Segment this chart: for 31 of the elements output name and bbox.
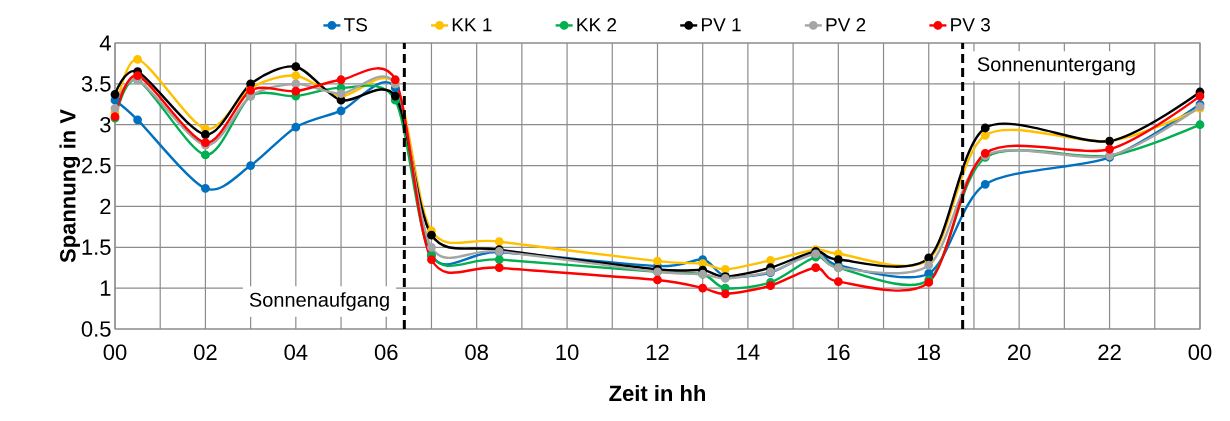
- x-tick-label: 08: [465, 344, 488, 361]
- x-tick-label: 18: [918, 344, 941, 361]
- x-tick-label: 06: [374, 344, 398, 361]
- ref-line-label: Sonnenaufgang: [249, 292, 389, 311]
- ref-line-label: Sonnenuntergang: [977, 57, 1135, 76]
- y-tick-label: 3: [100, 116, 111, 133]
- x-tick-label: 22: [1098, 344, 1121, 360]
- legend-label: KK 1: [452, 18, 492, 32]
- x-tick-label: 00: [1188, 344, 1212, 361]
- legend-label: PV 2: [826, 18, 866, 32]
- y-tick-label: 4: [99, 35, 111, 51]
- x-axis-title: Zeit in hh: [609, 384, 706, 402]
- y-tick-label: 2.5: [82, 157, 111, 174]
- x-tick-label: 02: [194, 344, 217, 361]
- legend-label: TS: [344, 18, 367, 32]
- y-tick-label: 3.5: [81, 76, 111, 92]
- x-tick-label: 10: [556, 344, 579, 361]
- x-tick-label: 16: [827, 344, 850, 361]
- legend-label: KK 2: [577, 18, 617, 32]
- legend-label: PV 1: [702, 18, 741, 32]
- x-tick-label: 20: [1008, 344, 1031, 361]
- x-tick-label: 00: [103, 344, 127, 361]
- y-tick-label: 1.5: [82, 239, 111, 255]
- y-tick-label: 2: [100, 198, 111, 215]
- y-tick-label: 0.5: [81, 321, 111, 337]
- y-tick-label: 1: [100, 280, 111, 296]
- x-tick-label: 04: [284, 344, 308, 361]
- x-tick-label: 12: [646, 344, 669, 360]
- x-tick-label: 14: [737, 344, 760, 360]
- legend-label: PV 3: [951, 18, 990, 32]
- y-axis-title: Spannung in V: [59, 109, 81, 263]
